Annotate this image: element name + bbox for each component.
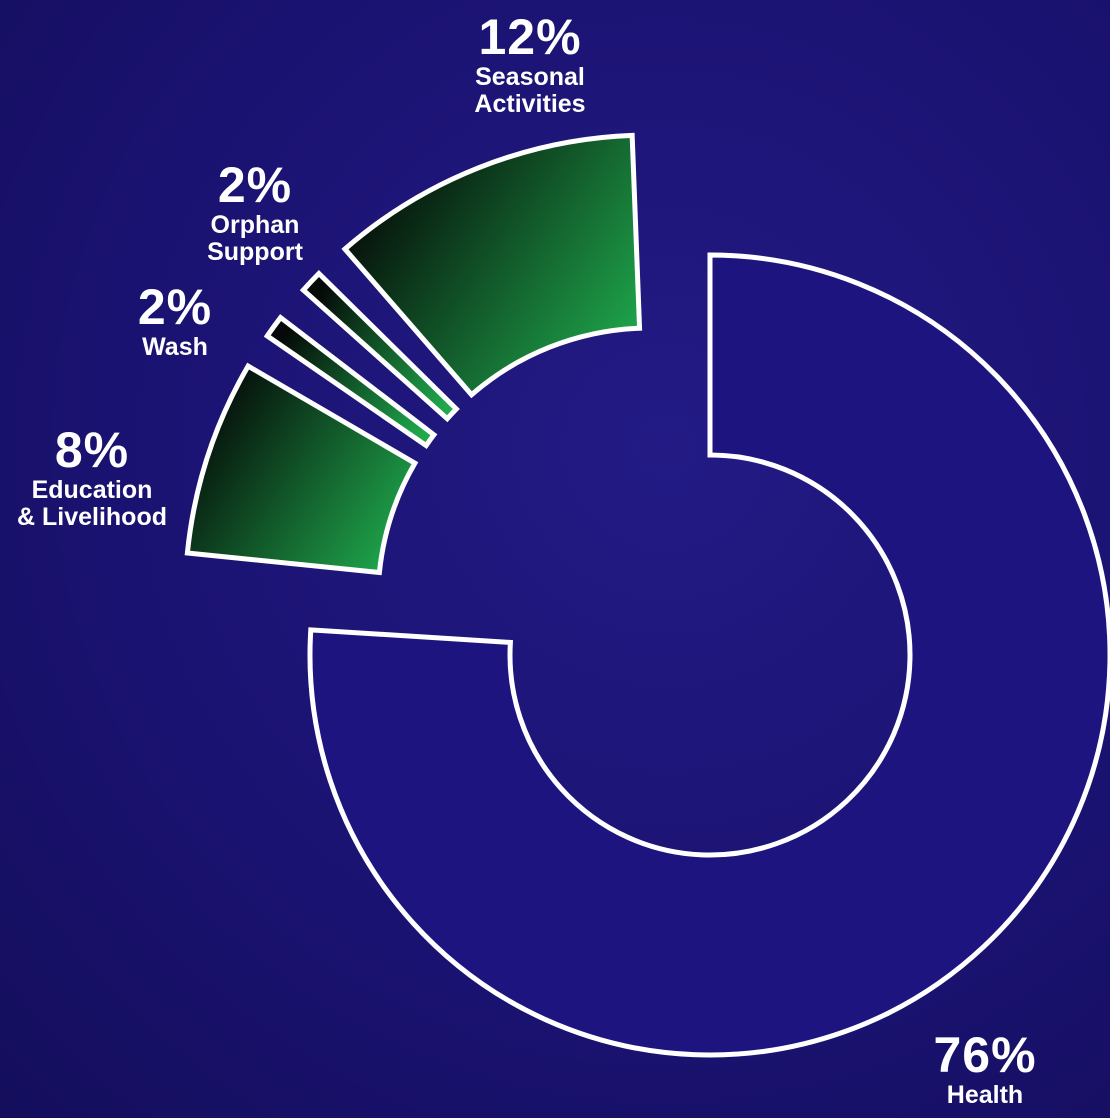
value-label: 12% [478, 9, 582, 65]
category-label: Orphan Support [207, 211, 303, 266]
donut-segment [263, 314, 438, 450]
donut-segment [184, 362, 419, 576]
donut-segment [307, 252, 1110, 1058]
value-label: 76% [933, 1027, 1037, 1083]
donut-segment [341, 132, 643, 399]
segment-label: 2% Wash [138, 282, 212, 361]
segment-label: 12% Seasonal Activities [474, 12, 585, 118]
segment-label: 76% Health [933, 1030, 1036, 1109]
category-label: Education & Livelihood [17, 476, 167, 531]
category-label: Seasonal Activities [474, 63, 586, 118]
category-label: Wash [142, 333, 208, 361]
value-label: 2% [217, 157, 293, 213]
category-label: Health [946, 1081, 1024, 1109]
segment-label: 2% Orphan Support [207, 160, 303, 266]
donut-segment [299, 269, 460, 423]
value-label: 2% [137, 279, 213, 335]
value-label: 8% [54, 422, 130, 478]
segment-label: 8% Education & Livelihood [17, 425, 167, 531]
